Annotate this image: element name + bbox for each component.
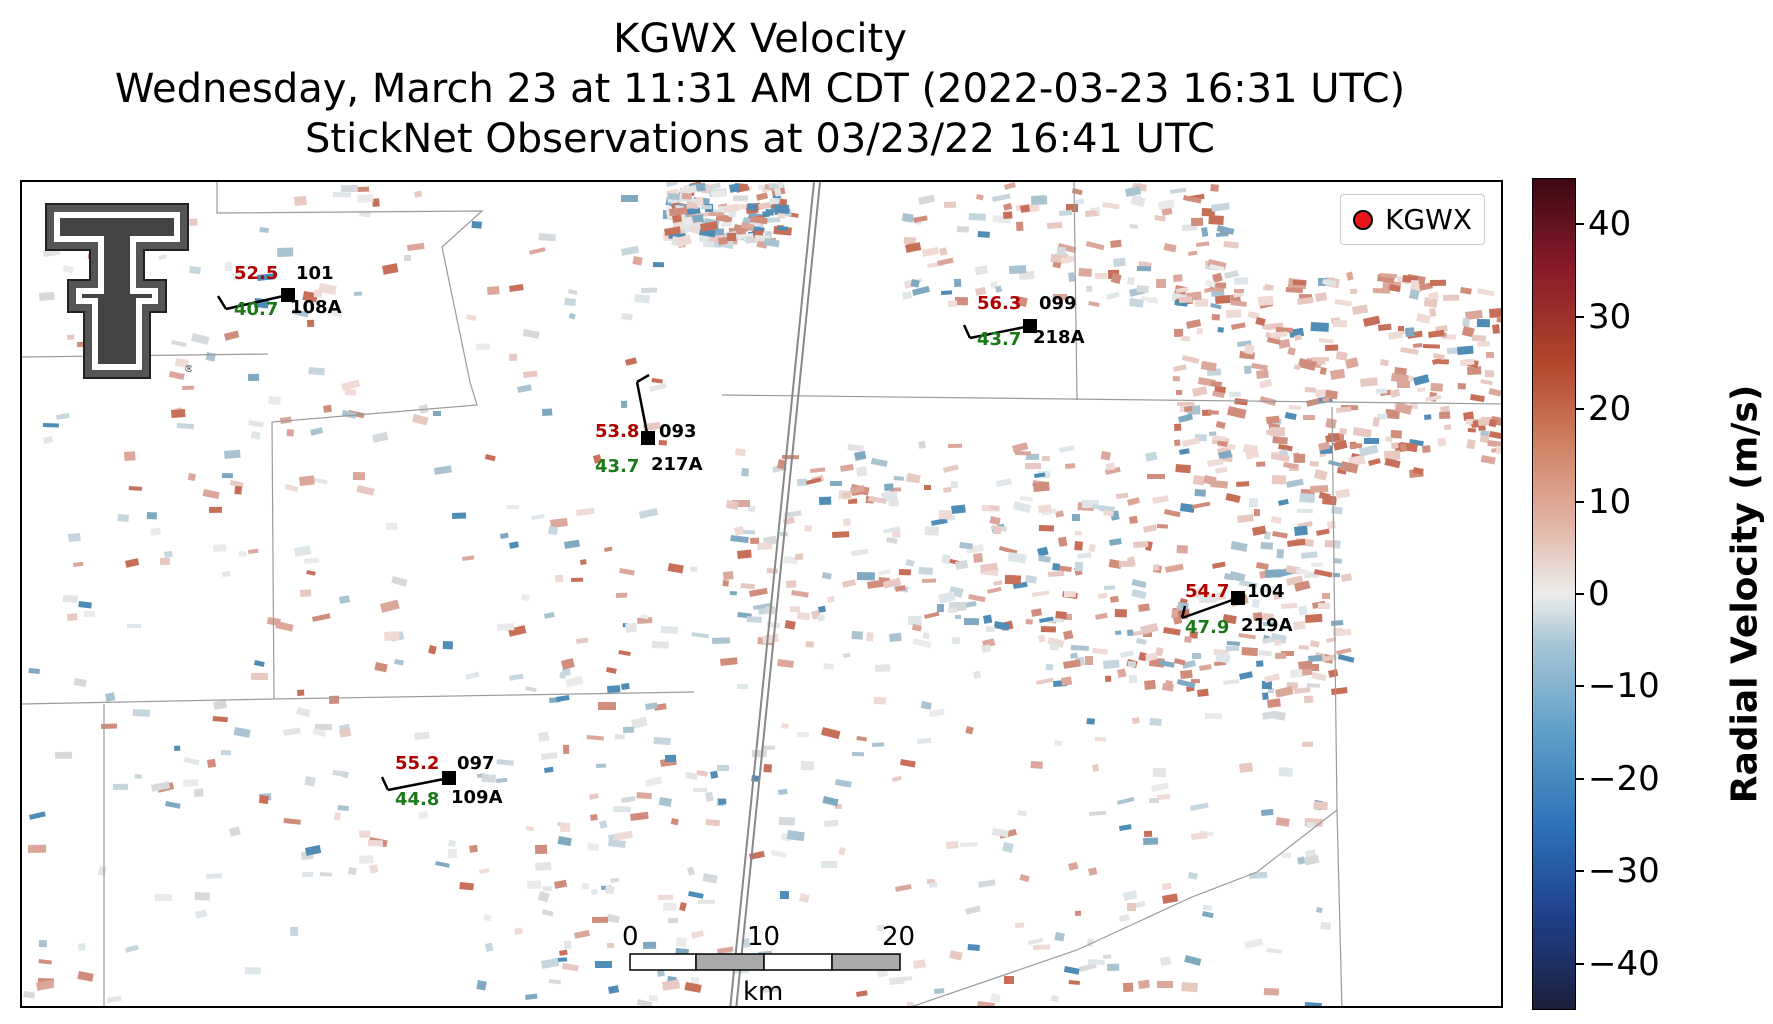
station-099-id: 099	[1039, 293, 1077, 314]
velocity-colorbar	[1532, 178, 1576, 1010]
colorbar-tick-label: 0	[1588, 574, 1610, 614]
station-097-speed: 55.2	[395, 753, 440, 774]
station-marker-101	[281, 288, 295, 302]
station-097-id: 097	[457, 753, 495, 774]
station-104-gust: 47.9	[1185, 617, 1230, 638]
radar-marker-icon	[1353, 209, 1374, 230]
station-093-probe: 217A	[651, 454, 703, 475]
title-radar: KGWX Velocity	[613, 16, 907, 62]
colorbar-tick-mark	[1576, 777, 1584, 780]
station-104-id: 104	[1247, 581, 1285, 602]
colorbar-tick-label: 40	[1588, 204, 1632, 245]
title-datetime: Wednesday, March 23 at 11:31 AM CDT (202…	[114, 66, 1406, 112]
station-099-gust: 43.7	[977, 329, 1022, 350]
station-104-speed: 54.7	[1185, 581, 1230, 602]
scale-tick-0: 0	[622, 922, 639, 952]
texas-tech-double-t-logo: ®	[45, 203, 192, 379]
colorbar-tick-mark	[1576, 962, 1584, 965]
county-borders	[22, 182, 1501, 1006]
map-canvas	[22, 182, 1501, 1006]
station-marker-104	[1231, 591, 1245, 605]
scale-bar	[629, 953, 901, 971]
station-099-speed: 56.3	[977, 293, 1022, 314]
colorbar-tick-mark	[1576, 223, 1584, 226]
station-097-gust: 44.8	[395, 789, 440, 810]
colorbar-tick-label: −40	[1588, 943, 1660, 984]
colorbar-tick-label: −30	[1588, 851, 1660, 892]
state-line-road	[729, 182, 821, 1006]
colorbar-tick-label: 30	[1588, 296, 1632, 337]
map-legend: KGWX	[1340, 194, 1485, 245]
station-marker-099	[1023, 319, 1037, 333]
colorbar-tick-mark	[1576, 500, 1584, 503]
station-093-id: 093	[659, 421, 697, 442]
legend-label: KGWX	[1385, 203, 1472, 236]
station-099-probe: 218A	[1033, 327, 1085, 348]
colorbar-tick-mark	[1576, 408, 1584, 411]
station-093-speed: 53.8	[595, 421, 640, 442]
scale-tick-20: 20	[882, 922, 916, 952]
scale-unit: km	[743, 977, 784, 1007]
station-barbs	[216, 288, 1245, 792]
colorbar-label: Radial Velocity (m/s)	[1724, 384, 1766, 804]
colorbar-tick-label: −10	[1588, 666, 1660, 707]
station-104-probe: 219A	[1241, 615, 1293, 636]
station-marker-093	[641, 431, 655, 445]
colorbar-tick-label: 20	[1588, 389, 1632, 430]
station-101-id: 101	[296, 263, 334, 284]
radar-map[interactable]: ® KGWX 52.5 101 40.7 108A 56.3	[20, 180, 1503, 1008]
station-101-gust: 40.7	[234, 299, 279, 320]
station-101-probe: 108A	[290, 297, 342, 318]
station-101-speed: 52.5	[234, 263, 279, 284]
colorbar-tick-mark	[1576, 593, 1584, 595]
scale-tick-10: 10	[747, 922, 781, 952]
colorbar-tick-mark	[1576, 685, 1584, 688]
station-093-gust: 43.7	[595, 456, 640, 477]
colorbar-tick-mark	[1576, 315, 1584, 318]
colorbar-tick-label: −20	[1588, 758, 1660, 799]
svg-text:®: ®	[184, 364, 192, 375]
station-marker-097	[442, 771, 456, 785]
title-sticknet: StickNet Observations at 03/23/22 16:41 …	[305, 116, 1215, 162]
velocity-pixels	[23, 182, 1501, 1006]
colorbar-tick-mark	[1576, 870, 1584, 873]
colorbar-tick-label: 10	[1588, 481, 1632, 522]
station-097-probe: 109A	[451, 787, 503, 808]
